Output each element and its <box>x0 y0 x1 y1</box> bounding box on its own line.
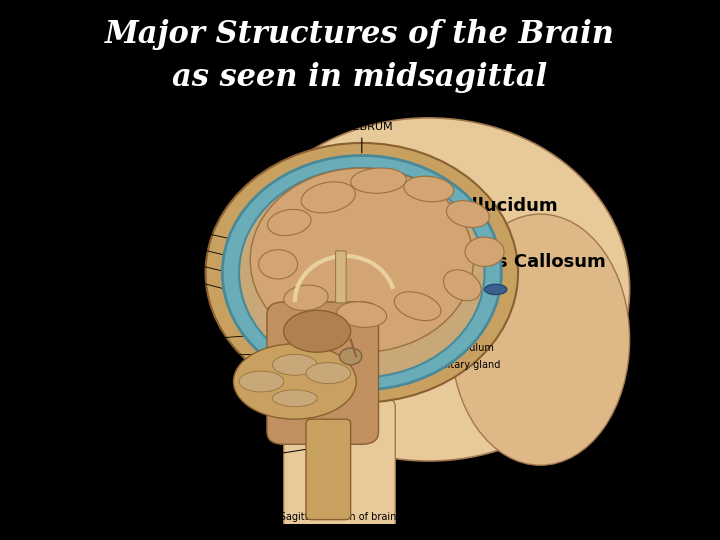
Text: Medulla: Medulla <box>122 368 161 378</box>
Ellipse shape <box>340 348 362 365</box>
Ellipse shape <box>446 201 490 227</box>
Ellipse shape <box>351 168 406 193</box>
Ellipse shape <box>451 214 629 465</box>
Ellipse shape <box>272 354 317 375</box>
Text: CEREBELLUM: CEREBELLUM <box>111 406 192 416</box>
Text: Epithalamus: Epithalamus <box>117 259 177 269</box>
Ellipse shape <box>233 344 356 419</box>
Ellipse shape <box>301 182 356 213</box>
Ellipse shape <box>239 168 485 377</box>
Text: © John Wiley & Sons, Inc.: © John Wiley & Sons, Inc. <box>94 529 201 538</box>
FancyBboxPatch shape <box>336 251 346 303</box>
Text: BRAIN STEM:: BRAIN STEM: <box>111 318 192 328</box>
Text: oblongeta: oblongeta <box>122 385 171 395</box>
Text: Pituitary gland: Pituitary gland <box>429 360 500 370</box>
Text: (a) Sagittal section of brain, medial view: (a) Sagittal section of brain, medial vi… <box>263 511 461 522</box>
Ellipse shape <box>284 285 328 310</box>
Text: Thalamus: Thalamus <box>117 226 164 236</box>
FancyBboxPatch shape <box>267 302 379 444</box>
FancyBboxPatch shape <box>284 399 395 532</box>
Text: Infundibulum: Infundibulum <box>429 343 494 353</box>
Text: Pineal gland: Pineal gland <box>117 276 176 286</box>
Ellipse shape <box>228 118 629 461</box>
Ellipse shape <box>206 143 518 402</box>
Text: Spinal cord: Spinal cord <box>111 460 173 470</box>
Text: POSTERIOR: POSTERIOR <box>94 499 165 509</box>
Ellipse shape <box>306 363 351 383</box>
Ellipse shape <box>465 237 504 266</box>
Ellipse shape <box>222 156 501 390</box>
Ellipse shape <box>268 210 311 235</box>
Ellipse shape <box>485 284 507 295</box>
Text: Corpus Callosum: Corpus Callosum <box>437 253 606 271</box>
Text: ANTERIOR: ANTERIOR <box>540 499 604 509</box>
Ellipse shape <box>404 176 454 202</box>
Text: Hypothalamus: Hypothalamus <box>117 242 187 253</box>
Ellipse shape <box>251 168 474 352</box>
Ellipse shape <box>284 310 351 352</box>
Text: Major Structures of the Brain: Major Structures of the Brain <box>105 19 615 50</box>
Ellipse shape <box>395 292 441 321</box>
FancyBboxPatch shape <box>306 419 351 519</box>
Ellipse shape <box>444 270 481 301</box>
Text: Pons: Pons <box>122 352 145 361</box>
Text: Septum pellucidum: Septum pellucidum <box>362 197 557 215</box>
Ellipse shape <box>272 390 317 407</box>
Ellipse shape <box>239 371 284 392</box>
Text: CEREBRUM: CEREBRUM <box>330 123 393 153</box>
Text: as seen in midsagittal: as seen in midsagittal <box>172 62 548 93</box>
Ellipse shape <box>337 302 387 327</box>
Text: Midbrain: Midbrain <box>122 335 164 345</box>
Ellipse shape <box>258 249 297 279</box>
Text: DIENCEPHALON:: DIENCEPHALON: <box>111 209 212 219</box>
